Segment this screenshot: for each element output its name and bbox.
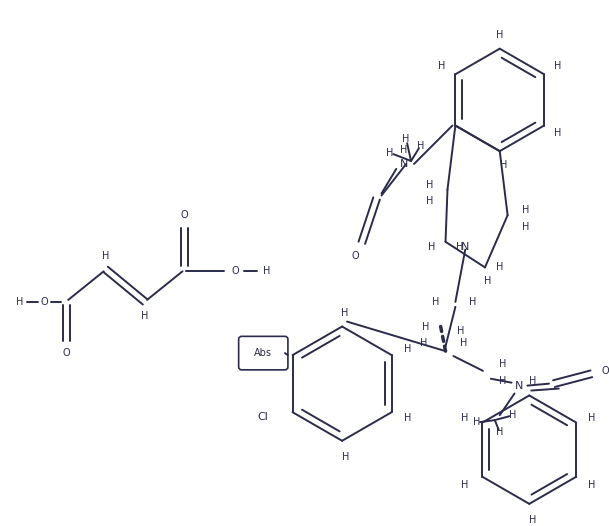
Text: H: H <box>141 311 149 321</box>
Text: H: H <box>460 338 467 348</box>
Text: H: H <box>432 297 439 307</box>
Text: H: H <box>262 266 270 276</box>
Text: O: O <box>181 210 188 220</box>
Text: O: O <box>351 250 359 260</box>
Text: O: O <box>41 297 48 307</box>
Text: H: H <box>404 413 411 423</box>
Text: Cl: Cl <box>258 412 269 422</box>
Text: H: H <box>420 338 428 348</box>
Text: H: H <box>456 242 463 252</box>
Text: H: H <box>461 412 468 423</box>
Text: H: H <box>102 250 110 260</box>
Text: O: O <box>63 348 70 358</box>
Text: H: H <box>500 160 507 170</box>
Text: H: H <box>403 134 410 144</box>
Text: H: H <box>401 145 408 155</box>
Text: H: H <box>342 308 349 318</box>
Text: H: H <box>422 321 429 331</box>
Text: N: N <box>400 159 409 169</box>
Text: N: N <box>461 242 470 252</box>
Text: H: H <box>470 297 477 307</box>
FancyBboxPatch shape <box>239 336 288 370</box>
Text: H: H <box>426 180 434 190</box>
Text: H: H <box>496 427 504 437</box>
Text: H: H <box>588 480 596 490</box>
Text: H: H <box>499 376 506 386</box>
Text: H: H <box>509 410 516 420</box>
Text: H: H <box>417 141 424 151</box>
Text: H: H <box>457 327 464 337</box>
Text: H: H <box>554 128 561 138</box>
Text: Abs: Abs <box>255 348 272 358</box>
Text: O: O <box>601 366 609 376</box>
Text: H: H <box>461 480 468 490</box>
Text: H: H <box>473 417 481 427</box>
Text: H: H <box>499 359 506 369</box>
Text: H: H <box>404 344 411 354</box>
Text: H: H <box>588 412 596 423</box>
Text: H: H <box>428 242 435 252</box>
Text: H: H <box>16 297 24 307</box>
Text: H: H <box>426 196 434 206</box>
Text: H: H <box>496 30 504 40</box>
Text: O: O <box>232 266 239 276</box>
Text: H: H <box>342 451 350 461</box>
Text: H: H <box>496 262 504 272</box>
Text: H: H <box>529 376 536 386</box>
Text: H: H <box>522 222 529 232</box>
Text: N: N <box>515 381 524 391</box>
Text: H: H <box>529 514 536 524</box>
Text: H: H <box>484 276 491 286</box>
Text: H: H <box>438 62 445 72</box>
Text: H: H <box>385 148 393 158</box>
Text: H: H <box>554 62 561 72</box>
Text: H: H <box>522 205 529 215</box>
